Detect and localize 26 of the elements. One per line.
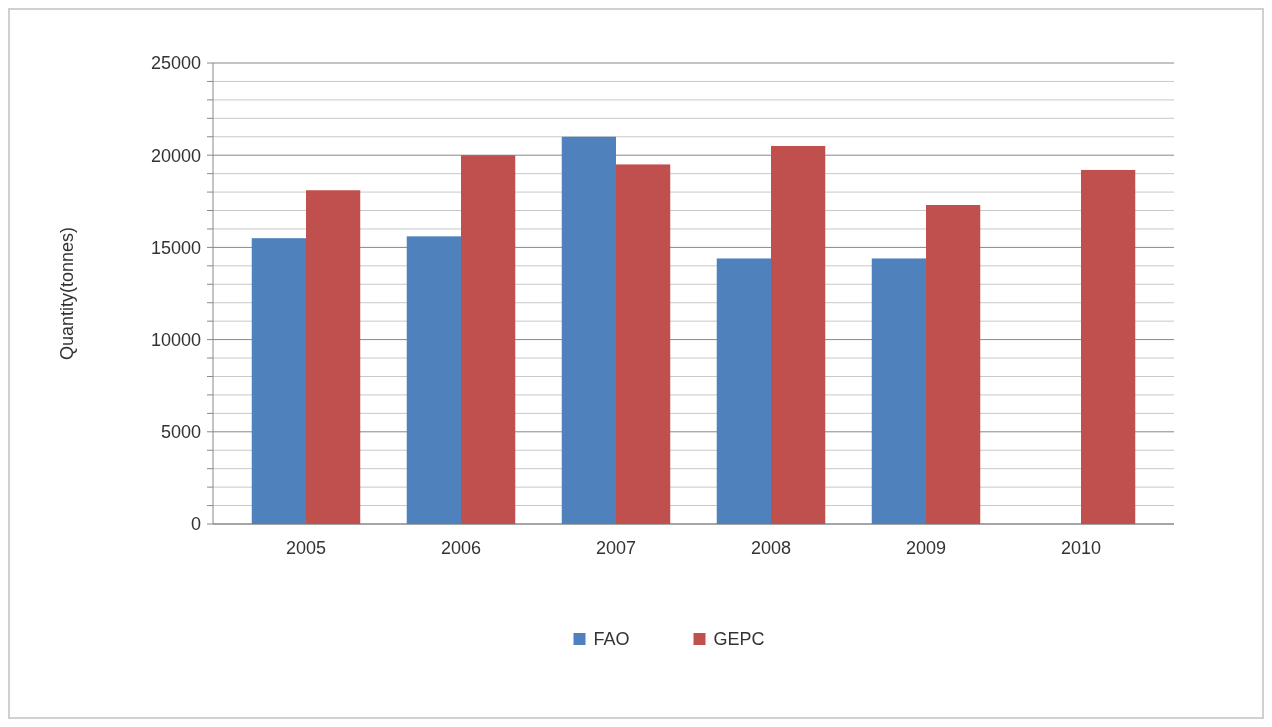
y-tick-label: 15000 [150, 237, 201, 258]
x-tick-label: 2006 [440, 538, 482, 558]
y-tick-label: 10000 [150, 329, 201, 350]
legend-label: FAO [593, 629, 630, 650]
y-tick-label: 5000 [160, 422, 201, 443]
x-tick-label: 2007 [595, 538, 637, 558]
y-tick-label: 0 [190, 514, 201, 535]
y-tick-label: 20000 [150, 145, 201, 166]
bar [461, 155, 516, 524]
legend-label: GEPC [713, 629, 765, 650]
bar [871, 258, 926, 524]
bar [561, 136, 616, 524]
bar [1081, 169, 1136, 524]
y-axis-title: Quantity(tonnes) [57, 226, 77, 361]
bar [616, 164, 671, 524]
bar [406, 236, 461, 524]
bar [251, 238, 306, 524]
x-tick-label: 2008 [750, 538, 792, 558]
bar [771, 145, 826, 524]
bar [306, 190, 361, 524]
x-tick-label: 2005 [285, 538, 327, 558]
y-tick-label: 25000 [150, 53, 201, 74]
x-tick-label: 2009 [905, 538, 947, 558]
bar [716, 258, 771, 524]
bar [926, 204, 981, 524]
x-tick-label: 2010 [1060, 538, 1102, 558]
